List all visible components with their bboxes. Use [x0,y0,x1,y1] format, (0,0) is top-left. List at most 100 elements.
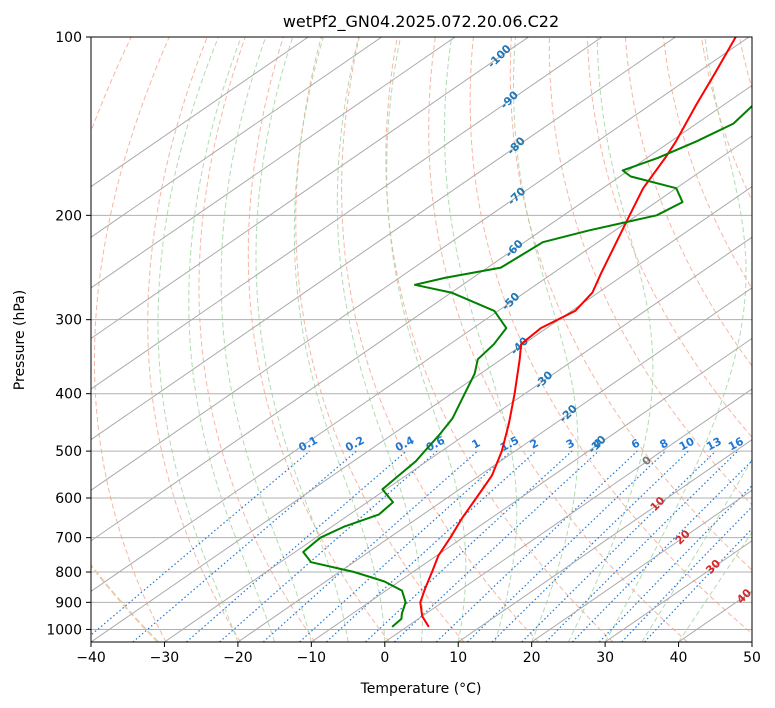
isotherm-line [91,84,752,542]
moist-adiabat [336,37,423,642]
y-tick-label: 100 [55,30,82,46]
isotherm-line [384,388,752,642]
isotherm-label: 30 [703,557,723,577]
dry-adiabat [509,37,752,571]
axes: −40 −30 −20 −10 0 10 20 30 40 5010009008007006005… [46,30,761,666]
mixing-ratio-line [598,484,752,642]
dry-adiabat [662,37,752,290]
mixing-ratio-line [466,450,667,642]
dry-adiabat [198,37,316,642]
moist-adiabat [512,37,579,642]
dry-adiabat [624,37,752,367]
mixing-ratio-label: 10 [677,435,697,454]
dry-adiabat [147,37,242,642]
isotherm-line [91,37,382,238]
x-tick-label: 0 [380,650,389,666]
isotherm-line [91,37,603,390]
mixing-ratio-line [299,450,512,642]
dry-adiabat [91,37,132,642]
isotherm-line [604,540,752,642]
mixing-ratio-line [621,505,752,642]
plot-frame [90,36,753,643]
isotherm-label: -80 [505,134,528,157]
mixing-ratio-label: 6 [629,436,642,451]
dry-adiabat [586,37,752,439]
x-tick-label: 20 [523,650,541,666]
x-axis-title: Temperature (°C) [360,681,482,697]
x-tick-label: 50 [743,650,761,666]
mixing-ratio-label: 8 [658,436,671,451]
y-tick-label: 300 [55,313,82,329]
temperature-profile [419,37,737,628]
moist-adiabat [604,37,747,642]
isotherm-line [237,287,752,642]
isotherm-label: -90 [498,88,521,111]
x-tick-label: −40 [76,650,106,666]
dry-adiabat [247,37,390,642]
y-tick-label: 700 [55,531,82,547]
dry-adiabat [701,37,752,202]
mixing-ratio-line [571,459,752,642]
isotherm-lines [91,37,752,642]
moist-adiabat [567,37,654,642]
mixing-ratio-line [435,450,638,642]
mixing-ratio-lines [91,450,752,642]
y-axis-title: Pressure (hPa) [12,290,28,390]
moist-adiabat [293,37,386,642]
mixing-ratio-line [545,450,739,642]
isotherm-line [91,37,309,188]
y-tick-label: 600 [55,491,82,507]
x-tick-label: 30 [596,650,614,666]
y-tick-label: 900 [55,595,82,611]
isotherm-line [91,135,752,593]
sounding-series [302,37,752,628]
isotherm-line [457,439,752,642]
mixing-ratio-label: 13 [704,435,724,454]
mixing-ratio-line [186,450,407,642]
mixing-ratio-label: 20 [750,435,770,454]
mixing-ratio-line [262,450,478,642]
moist-adiabat [443,37,518,642]
moist-adiabat [678,531,752,642]
chart-title: wetPf2_GN04.2025.072.20.06.C22 [283,12,559,32]
dry-adiabat [341,37,539,642]
isotherm-label: -10 [586,433,609,456]
isotherm-label: 20 [673,527,693,547]
mixing-ratio-line [365,450,573,642]
mixing-ratio-label: 3 [564,436,577,451]
y-tick-label: 200 [55,208,82,224]
isotherm-label: 10 [648,494,668,514]
y-tick-label: 800 [55,565,82,581]
x-tick-label: 10 [449,650,467,666]
mixing-ratio-label: 1 [470,436,483,451]
dry-adiabat [94,37,170,642]
mixing-ratio-label: 16 [726,435,746,454]
moist-adiabat [641,458,752,642]
moist-adiabat [255,37,349,642]
isotherm-line [164,236,752,642]
y-tick-label: 400 [55,387,82,403]
dry-adiabat [385,37,614,642]
dewpoint-profile [302,104,752,628]
x-tick-label: −10 [297,650,327,666]
isotherm-label: -100 [485,42,514,71]
dry-adiabat [739,37,752,90]
dry-adiabat [548,37,752,506]
y-tick-label: 500 [55,444,82,460]
isotherm-line [91,186,752,642]
isotherm-line [91,37,529,340]
mixing-ratio-line [132,450,357,642]
x-tick-label: −30 [150,650,180,666]
background-lines [91,37,752,642]
x-tick-label: 40 [670,650,688,666]
mixing-ratio-line [91,450,311,636]
mixing-ratio-line [491,450,689,642]
dry-adiabat [469,37,752,635]
x-tick-label: −20 [223,650,253,666]
isotherm-line [311,337,752,642]
moist-adiabat [220,37,312,642]
isotherm-line [91,37,750,491]
mixing-ratio-line [644,527,752,642]
mixing-ratio-label: 2 [528,436,541,451]
